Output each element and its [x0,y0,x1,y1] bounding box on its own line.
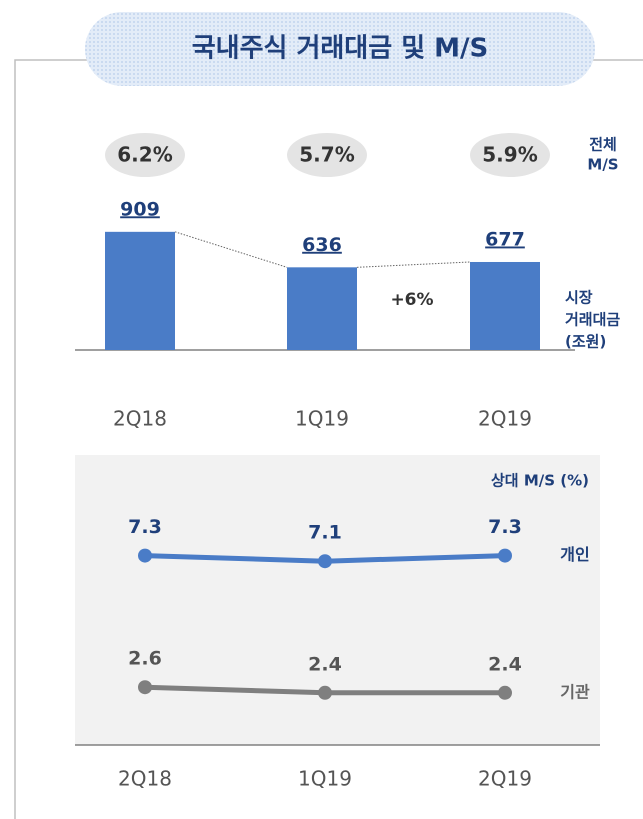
ms-bubble [470,133,550,177]
ms-bubble [105,133,185,177]
ms-value: 5.7% [299,143,354,167]
point [498,685,512,700]
connector [356,261,471,268]
value-label: 636 [302,234,342,256]
legend-label: 개인 [560,545,589,564]
ms-bubble [287,133,367,177]
x-tick-label: 2Q19 [478,407,532,431]
point [138,548,152,563]
panel-title: 상대 M/S (%) [491,472,589,490]
annotation: +6% [390,290,433,310]
frame [14,59,643,819]
legend-label: 기관 [560,682,590,701]
value-label: 909 [120,198,160,220]
x-tick-label: 1Q19 [298,767,352,791]
ms-value: 6.2% [117,143,172,167]
point [318,685,332,700]
bar [470,261,540,350]
value-label: 677 [485,228,525,250]
connector [174,231,288,268]
x-tick-label: 2Q18 [118,767,172,791]
point [498,548,512,563]
ms-label: 전체 [589,136,617,154]
data-label: 2.4 [488,653,522,675]
bar [287,267,357,350]
data-label: 2.6 [128,648,162,670]
data-label: 7.3 [488,516,522,538]
value-axis-label: (조원) [565,333,606,351]
ms-label: M/S [587,156,618,174]
value-axis-label: 시장 [565,289,593,307]
point [318,554,332,569]
bar [105,231,175,350]
x-tick-label: 2Q18 [113,407,167,431]
value-axis-label: 거래대금 [565,311,620,329]
data-label: 7.3 [128,516,162,538]
data-label: 2.4 [308,653,342,675]
title-banner [85,12,595,86]
title: 국내주식 거래대금 및 M/S [192,34,489,64]
x-tick-label: 1Q19 [295,407,349,431]
data-label: 7.1 [308,522,342,544]
point [138,680,152,695]
x-tick-label: 2Q19 [478,767,532,791]
line-panel [75,455,600,745]
ms-value: 5.9% [482,143,537,167]
